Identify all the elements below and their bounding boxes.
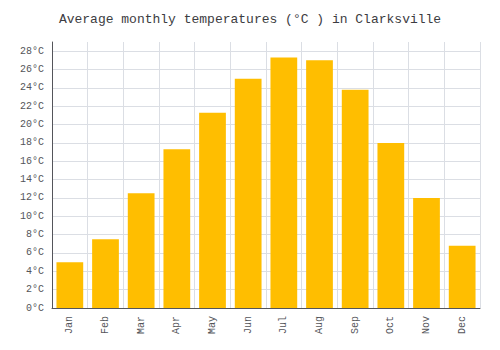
svg-text:26°C: 26°C — [20, 64, 44, 75]
svg-text:Nov: Nov — [421, 316, 432, 334]
svg-text:10°C: 10°C — [20, 211, 44, 222]
svg-text:Oct: Oct — [385, 316, 396, 334]
svg-text:22°C: 22°C — [20, 101, 44, 112]
svg-text:Jul: Jul — [278, 316, 289, 334]
svg-text:May: May — [207, 316, 218, 334]
svg-text:12°C: 12°C — [20, 192, 44, 203]
svg-text:Jan: Jan — [64, 316, 75, 334]
svg-text:Feb: Feb — [100, 316, 111, 334]
svg-text:Aug: Aug — [314, 316, 325, 334]
svg-text:Sep: Sep — [350, 316, 361, 334]
svg-text:Dec: Dec — [457, 316, 468, 334]
svg-text:6°C: 6°C — [26, 247, 44, 258]
svg-text:28°C: 28°C — [20, 46, 44, 57]
svg-text:24°C: 24°C — [20, 82, 44, 93]
svg-text:Jun: Jun — [243, 316, 254, 334]
svg-text:16°C: 16°C — [20, 156, 44, 167]
svg-text:Average monthly temperatures (: Average monthly temperatures (°C ) in Cl… — [59, 12, 441, 27]
svg-text:20°C: 20°C — [20, 119, 44, 130]
svg-text:8°C: 8°C — [26, 229, 44, 240]
svg-text:Apr: Apr — [171, 316, 182, 334]
svg-text:Mar: Mar — [136, 316, 147, 334]
svg-text:18°C: 18°C — [20, 137, 44, 148]
svg-text:14°C: 14°C — [20, 174, 44, 185]
svg-text:2°C: 2°C — [26, 284, 44, 295]
svg-text:0°C: 0°C — [26, 303, 44, 314]
svg-text:4°C: 4°C — [26, 266, 44, 277]
